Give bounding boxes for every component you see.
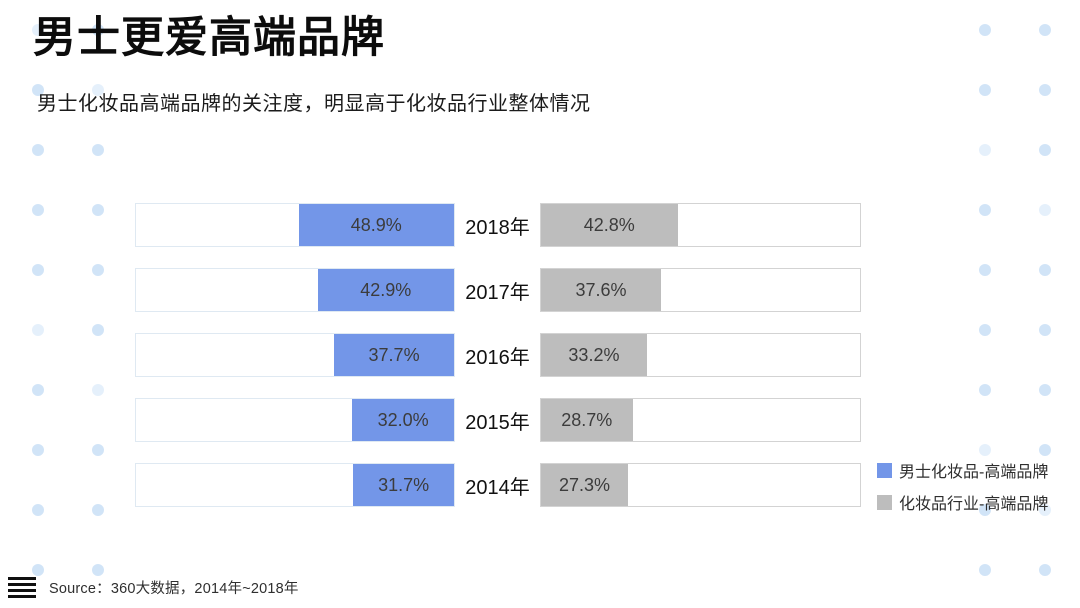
chart-row: 42.9% 2017年 37.6% <box>135 268 861 312</box>
legend-item: 化妆品行业-高端品牌 <box>877 490 1048 514</box>
decorative-dot <box>1039 564 1051 576</box>
industry-bar-fill: 37.6% <box>541 269 661 311</box>
decorative-dot <box>92 444 104 456</box>
industry-bar-value: 28.7% <box>561 409 613 430</box>
chart-legend: 男士化妆品-高端品牌 化妆品行业-高端品牌 <box>877 458 1048 514</box>
decorative-dot <box>92 504 104 516</box>
male-bar-track: 32.0% <box>135 398 455 442</box>
industry-bar-track: 28.7% <box>540 398 861 442</box>
industry-bar-fill: 33.2% <box>541 334 647 376</box>
decorative-dot <box>32 204 44 216</box>
decorative-dot <box>92 264 104 276</box>
source-text: Source：360大数据，2014年~2018年 <box>49 581 299 597</box>
decorative-dot <box>32 504 44 516</box>
industry-bar-track: 27.3% <box>540 463 861 507</box>
decorative-dot <box>979 204 991 216</box>
decorative-dot <box>1039 24 1051 36</box>
legend-label: 男士化妆品-高端品牌 <box>899 464 1049 481</box>
chart-row: 31.7% 2014年 27.3% <box>135 463 861 507</box>
male-bar-track: 48.9% <box>135 203 455 247</box>
page-title: 男士更爱高端品牌 <box>33 14 385 62</box>
decorative-dot <box>92 564 104 576</box>
legend-swatch <box>877 494 892 510</box>
male-bar-fill: 37.7% <box>334 334 454 376</box>
legend-label: 化妆品行业-高端品牌 <box>899 496 1049 513</box>
decorative-dot <box>979 24 991 36</box>
industry-bar-fill: 28.7% <box>541 399 633 441</box>
decorative-dot <box>32 324 44 336</box>
industry-bar-track: 42.8% <box>540 203 861 247</box>
male-bar-value: 37.7% <box>368 344 420 365</box>
decorative-dot <box>1039 264 1051 276</box>
industry-bar-value: 33.2% <box>568 344 620 365</box>
decorative-dot <box>979 504 991 516</box>
decorative-dot <box>1039 384 1051 396</box>
male-bar-fill: 31.7% <box>353 464 454 506</box>
male-bar-track: 42.9% <box>135 268 455 312</box>
decorative-dot <box>979 84 991 96</box>
male-bar-fill: 32.0% <box>352 399 454 441</box>
industry-bar-value: 37.6% <box>575 279 627 300</box>
decorative-dot <box>1039 504 1051 516</box>
industry-bar-fill: 27.3% <box>541 464 629 506</box>
decorative-dot <box>979 564 991 576</box>
male-bar-fill: 42.9% <box>317 269 454 311</box>
male-bar-value: 32.0% <box>377 409 429 430</box>
male-bar-value: 48.9% <box>350 214 402 235</box>
decorative-dot <box>979 384 991 396</box>
industry-bar-track: 33.2% <box>540 333 861 377</box>
legend-item: 男士化妆品-高端品牌 <box>877 458 1048 482</box>
male-bar-track: 31.7% <box>135 463 455 507</box>
decorative-dot <box>1039 144 1051 156</box>
decorative-dot <box>979 444 991 456</box>
hamburger-icon <box>8 577 36 598</box>
decorative-dot <box>92 24 104 36</box>
decorative-dot <box>92 144 104 156</box>
source-row: Source：360大数据，2014年~2018年 <box>8 577 299 598</box>
decorative-dot <box>1039 324 1051 336</box>
decorative-dot <box>32 384 44 396</box>
decorative-dot <box>1039 204 1051 216</box>
male-bar-value: 42.9% <box>360 279 412 300</box>
tornado-bar-chart: 48.9% 2018年 42.8% 42.9% 2017年 37.6% 37.7% 2016年… <box>135 203 861 528</box>
decorative-dot <box>32 564 44 576</box>
decorative-dot <box>1039 84 1051 96</box>
industry-bar-fill: 42.8% <box>541 204 678 246</box>
page-subtitle: 男士化妆品高端品牌的关注度，明显高于化妆品行业整体情况 <box>37 93 591 115</box>
decorative-dot <box>92 384 104 396</box>
decorative-dot <box>979 264 991 276</box>
year-label: 2016年 <box>465 346 530 369</box>
year-label: 2014年 <box>465 476 530 499</box>
decorative-dot <box>979 324 991 336</box>
male-bar-track: 37.7% <box>135 333 455 377</box>
decorative-dot <box>92 204 104 216</box>
year-label: 2018年 <box>465 216 530 239</box>
male-bar-fill: 48.9% <box>298 204 454 246</box>
year-label: 2015年 <box>465 411 530 434</box>
decorative-dot <box>92 324 104 336</box>
year-label: 2017年 <box>465 281 530 304</box>
decorative-dot <box>32 144 44 156</box>
decorative-dot <box>32 444 44 456</box>
industry-bar-value: 27.3% <box>559 474 611 495</box>
industry-bar-value: 42.8% <box>583 214 635 235</box>
chart-row: 48.9% 2018年 42.8% <box>135 203 861 247</box>
male-bar-value: 31.7% <box>378 474 430 495</box>
decorative-dot <box>92 84 104 96</box>
decorative-dot <box>1039 444 1051 456</box>
industry-bar-track: 37.6% <box>540 268 861 312</box>
decorative-dot <box>32 84 44 96</box>
legend-swatch <box>877 462 892 478</box>
chart-row: 37.7% 2016年 33.2% <box>135 333 861 377</box>
decorative-dot <box>32 264 44 276</box>
decorative-dot <box>979 144 991 156</box>
decorative-dot <box>32 24 44 36</box>
chart-row: 32.0% 2015年 28.7% <box>135 398 861 442</box>
